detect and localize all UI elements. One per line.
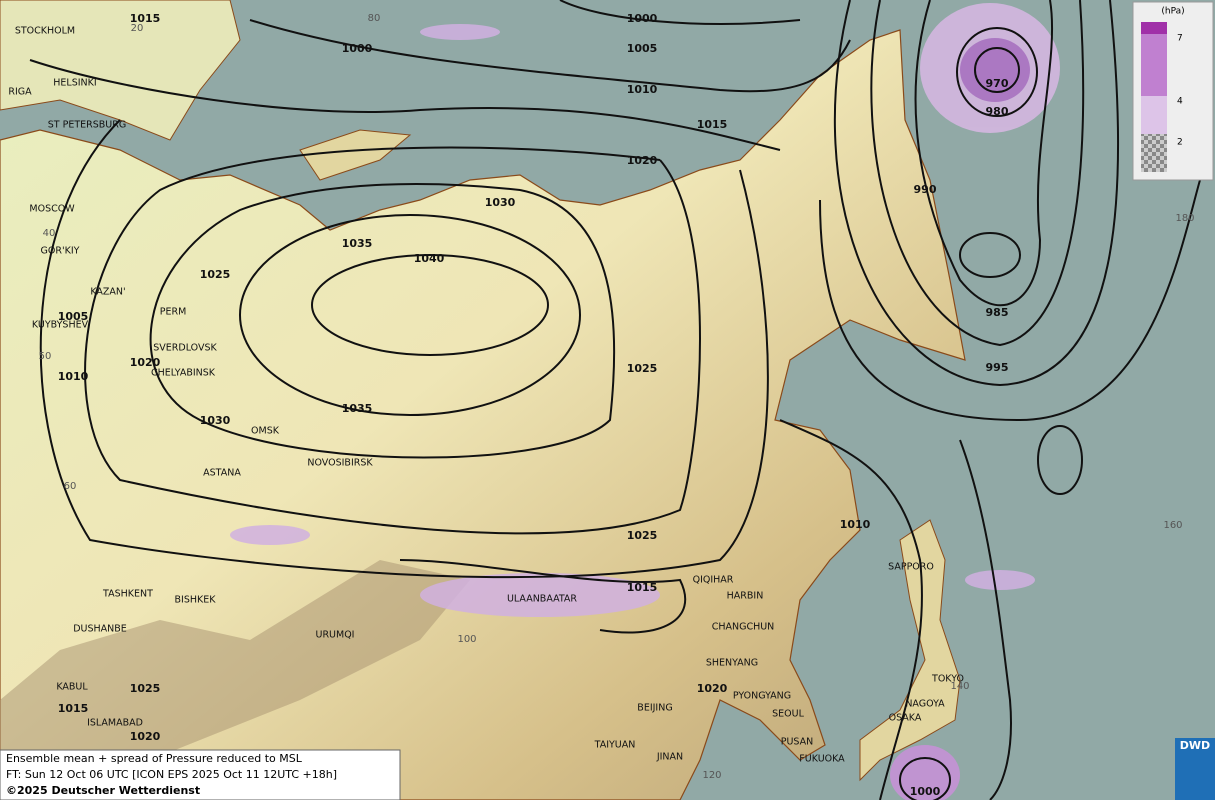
mountains xyxy=(0,560,470,780)
grid-label: 20 xyxy=(131,23,144,34)
city-label: PUSAN xyxy=(781,737,814,748)
city-label: OSAKA xyxy=(889,713,922,724)
grid-label: 50 xyxy=(39,351,52,362)
isobar-label: 1020 xyxy=(130,356,161,369)
city-label: KUYBYSHEV xyxy=(32,320,89,331)
city-label: SHENYANG xyxy=(706,658,758,669)
city-label: HELSINKI xyxy=(53,78,96,89)
city-label: ASTANA xyxy=(203,468,241,479)
city-label: CHANGCHUN xyxy=(712,622,775,633)
city-label: URUMQI xyxy=(316,630,355,641)
city-label: OMSK xyxy=(251,426,280,437)
city-label: KAZAN' xyxy=(90,287,125,298)
logo-text: DWD xyxy=(1180,739,1210,752)
isobar-label: 1015 xyxy=(697,118,728,131)
isobar-label: 1015 xyxy=(627,581,658,594)
city-label: TASHKENT xyxy=(102,589,153,600)
city-label: ISLAMABAD xyxy=(87,718,143,729)
city-label: SAPPORO xyxy=(888,562,934,573)
land xyxy=(0,0,241,141)
caption-line: Ensemble mean + spread of Pressure reduc… xyxy=(6,752,303,765)
isobar-label: 1000 xyxy=(627,12,658,25)
grid-label: 100 xyxy=(457,634,476,645)
grid-label: 120 xyxy=(702,770,721,781)
caption-line: FT: Sun 12 Oct 06 UTC [ICON EPS 2025 Oct… xyxy=(6,768,337,781)
city-label: BEIJING xyxy=(637,703,672,714)
city-label: SEOUL xyxy=(772,709,804,720)
isobar-label: 1025 xyxy=(130,682,161,695)
grid-label: 60 xyxy=(64,481,77,492)
city-label: ULAANBAATAR xyxy=(507,594,577,605)
isobar-label: 1015 xyxy=(130,12,161,25)
city-label: HARBIN xyxy=(727,591,764,602)
city-label: KABUL xyxy=(56,682,88,693)
city-label: NOVOSIBIRSK xyxy=(307,458,373,469)
city-label: TOKYO xyxy=(931,674,964,685)
caption-box xyxy=(0,749,401,800)
isobar-label: 1025 xyxy=(627,362,658,375)
isobar-label: 1035 xyxy=(342,237,373,250)
isobar-label: 985 xyxy=(986,306,1009,319)
city-label: PYONGYANG xyxy=(733,691,791,702)
isobar-label: 980 xyxy=(986,105,1009,118)
isobar-label: 1035 xyxy=(342,402,373,415)
isobar-label: 1020 xyxy=(627,154,658,167)
city-label: DUSHANBE xyxy=(73,624,127,635)
city-label: CHELYABINSK xyxy=(151,368,216,379)
isobar-label: 995 xyxy=(986,361,1009,374)
legend xyxy=(1132,1,1214,181)
city-label: TAIYUAN xyxy=(594,740,636,751)
isobar-label: 1010 xyxy=(627,83,658,96)
city-label: QIQIHAR xyxy=(693,575,734,586)
grid-label: 40 xyxy=(43,228,56,239)
city-label: ST PETERSBURG xyxy=(48,120,126,131)
isobar-label: 1005 xyxy=(58,310,89,323)
grid-label: 180 xyxy=(1175,213,1194,224)
city-label: BISHKEK xyxy=(175,595,217,606)
city-label: MOSCOW xyxy=(29,204,75,215)
isobar-label: 1030 xyxy=(200,414,231,427)
isobar-label: 1015 xyxy=(58,702,89,715)
city-label: JINAN xyxy=(656,752,683,763)
island xyxy=(859,519,961,782)
legend-label: 7 xyxy=(1177,34,1183,44)
isobar-label: 970 xyxy=(986,77,1009,90)
caption-line: ©2025 Deutscher Wetterdienst xyxy=(6,784,200,797)
isobar-label: 1030 xyxy=(485,196,516,209)
isobar-label: 1020 xyxy=(130,730,161,743)
city-label: RIGA xyxy=(8,87,32,98)
city-label: GOR'KIY xyxy=(41,246,80,257)
legend-label: 4 xyxy=(1177,97,1183,107)
grid-label: 160 xyxy=(1163,520,1182,531)
grid-label: 80 xyxy=(368,13,381,24)
isobar-label: 1025 xyxy=(627,529,658,542)
grid-label: 140 xyxy=(950,681,969,692)
isobar-label: 1000 xyxy=(342,42,373,55)
land xyxy=(0,29,966,800)
isobar-label: 1020 xyxy=(697,682,728,695)
isobar-label: 1010 xyxy=(58,370,89,383)
isobar-label: 1010 xyxy=(840,518,871,531)
legend-unit: (hPa) xyxy=(1161,7,1184,17)
logo xyxy=(1175,738,1215,800)
isobar-label: 1040 xyxy=(414,252,445,265)
city-label: FUKUOKA xyxy=(799,754,845,765)
isobar-label: 1005 xyxy=(627,42,658,55)
legend-label: 2 xyxy=(1177,138,1183,148)
isobar-label: 990 xyxy=(914,183,937,196)
city-label: STOCKHOLM xyxy=(15,26,75,37)
isobars xyxy=(29,0,1201,800)
isobar-label: 1025 xyxy=(200,268,231,281)
city-label: PERM xyxy=(160,307,187,318)
spread xyxy=(230,3,1060,800)
isobar-label: 1000 xyxy=(910,785,941,798)
city-label: NAGOYA xyxy=(905,699,945,710)
city-label: SVERDLOVSK xyxy=(153,343,217,354)
